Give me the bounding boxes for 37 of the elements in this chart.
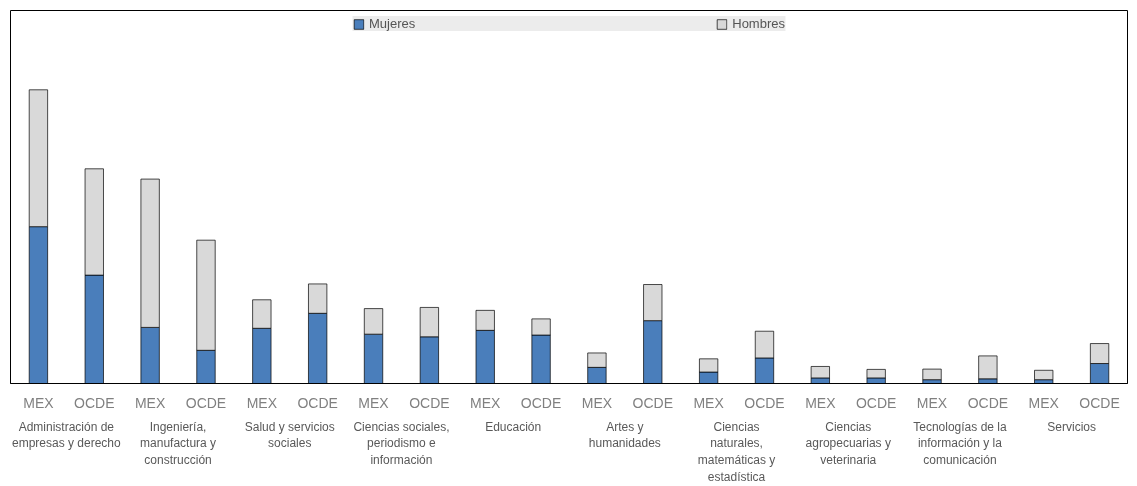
x-tick-label: OCDE bbox=[297, 394, 338, 411]
bar bbox=[978, 355, 998, 380]
x-tick-label: OCDE bbox=[409, 394, 450, 411]
x-tick-label: MEX bbox=[916, 394, 948, 411]
x-tick-label: MEX bbox=[358, 394, 390, 411]
x-tick-label: OCDE bbox=[744, 394, 785, 411]
legend-label: Mujeres bbox=[369, 16, 416, 31]
bar bbox=[866, 369, 886, 379]
x-tick-label: OCDE bbox=[185, 394, 227, 411]
x-tick-label: OCDE bbox=[967, 394, 1009, 411]
text: Ciencias sociales, periodismo e información bbox=[353, 419, 450, 468]
text: Artes y humanidades bbox=[588, 419, 661, 451]
text: Ciencias agropecuarias y veterinaria bbox=[805, 419, 891, 468]
x-tick-label: MEX bbox=[470, 394, 502, 411]
x-tick-label: MEX bbox=[246, 394, 278, 411]
x-tick-label: OCDE bbox=[855, 394, 897, 411]
bar bbox=[922, 368, 942, 381]
x-tick-label: MEX bbox=[581, 394, 613, 411]
text: Administración de empresas y derecho bbox=[11, 419, 122, 451]
x-tick-label: MEX bbox=[134, 394, 166, 411]
x-tick-label: OCDE bbox=[520, 394, 562, 411]
bar bbox=[1034, 369, 1054, 381]
x-tick-label: OCDE bbox=[632, 394, 673, 411]
x-tick-label: MEX bbox=[693, 394, 725, 411]
x-tick-label: OCDE bbox=[74, 394, 115, 411]
legend-label: Hombres bbox=[732, 16, 785, 31]
x-tick-label: MEX bbox=[1028, 394, 1060, 411]
x-tick-label: MEX bbox=[805, 394, 837, 411]
x-tick-label: MEX bbox=[23, 394, 55, 411]
text: Ciencias naturales, matemáticas y estadística bbox=[697, 419, 776, 484]
bar bbox=[810, 366, 830, 379]
text: Ingeniería, manufactura y construcción bbox=[140, 419, 217, 468]
x-tick-label: OCDE bbox=[1079, 394, 1120, 411]
text: Tecnologías de la información y la comunicación bbox=[913, 419, 1007, 468]
text: Salud y servicios sociales bbox=[244, 419, 335, 451]
text: Educación bbox=[485, 419, 542, 434]
text: Servicios bbox=[1047, 419, 1096, 434]
